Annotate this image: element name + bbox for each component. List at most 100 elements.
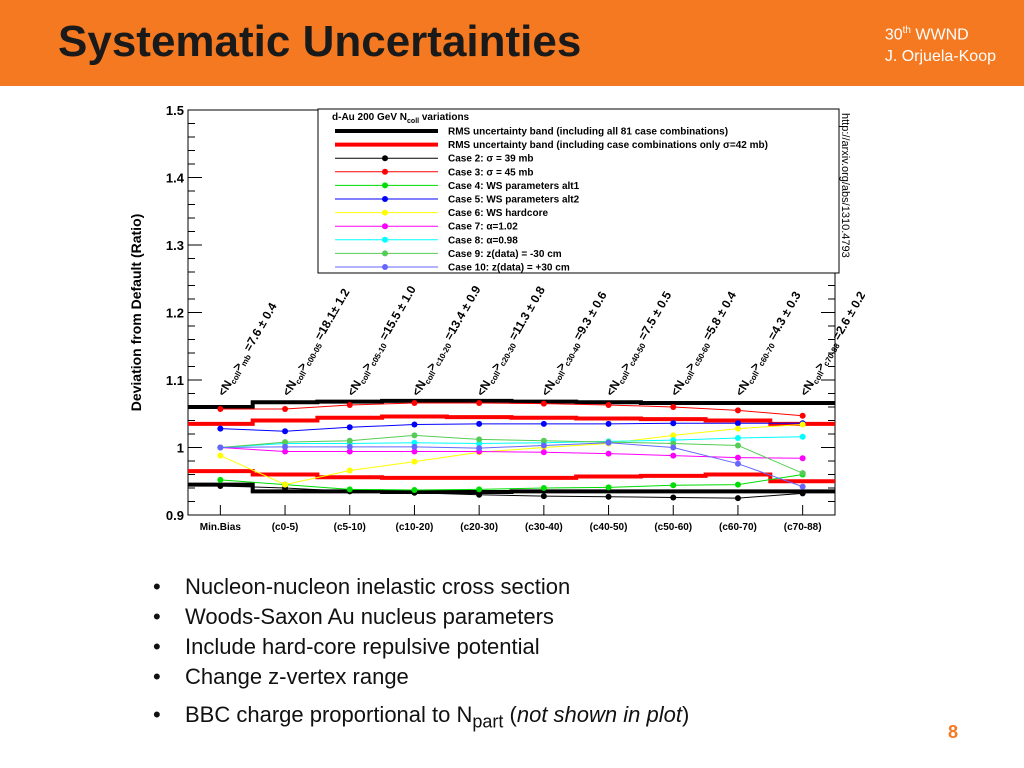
legend: d-Au 200 GeV Ncoll variations RMS uncerta… bbox=[317, 108, 840, 274]
data-point bbox=[734, 495, 741, 502]
legend-marker bbox=[382, 168, 388, 175]
data-point bbox=[217, 482, 224, 489]
systematics-chart: 0.9 1 1.1 1.2 1.3 1.4 1.5 Deviation from Defaul… bbox=[128, 105, 865, 533]
title-bar bbox=[0, 0, 1024, 86]
legend-header-part: d-Au 200 GeV N bbox=[332, 112, 407, 123]
legend-marker bbox=[382, 236, 388, 243]
data-point bbox=[734, 442, 741, 449]
y-tick-label: 1.3 bbox=[166, 238, 184, 253]
bullet-marker: • bbox=[153, 574, 161, 599]
bullet-marker: • bbox=[153, 604, 161, 629]
legend-marker bbox=[382, 196, 388, 202]
data-point bbox=[411, 448, 418, 455]
bullet-subscript: part bbox=[472, 711, 504, 732]
conference-name: WWND bbox=[910, 26, 969, 44]
bullet-item: • Include hard-core repulsive potential bbox=[153, 632, 689, 662]
data-point bbox=[282, 406, 289, 413]
data-point bbox=[670, 420, 677, 427]
author-name: J. Orjuela-Koop bbox=[884, 48, 996, 66]
data-point bbox=[282, 428, 289, 435]
data-point bbox=[217, 406, 224, 413]
data-point bbox=[411, 487, 418, 494]
annotation-part: <N bbox=[668, 378, 688, 399]
data-point bbox=[670, 482, 677, 489]
data-point bbox=[734, 460, 741, 467]
data-point bbox=[670, 404, 677, 410]
data-point bbox=[540, 437, 547, 444]
x-category-label: (c0-5) bbox=[272, 522, 299, 533]
bullet-marker: • bbox=[153, 634, 161, 659]
data-point bbox=[217, 452, 224, 459]
bullet-item: • BBC charge proportional to Npart (not s… bbox=[153, 700, 689, 732]
annotation-part: <N bbox=[280, 378, 300, 399]
data-point bbox=[217, 444, 224, 451]
legend-entry-label: Case 10: z(data) = +30 cm bbox=[448, 263, 570, 274]
data-point bbox=[540, 485, 547, 491]
bullet-list: • Nucleon-nucleon inelastic cross section… bbox=[153, 572, 689, 732]
series-line bbox=[220, 485, 803, 499]
y-tick-label: 1.2 bbox=[166, 306, 184, 321]
data-point bbox=[476, 399, 483, 406]
annotation-part: <N bbox=[732, 378, 752, 399]
series-line bbox=[220, 442, 803, 488]
annotation-part: <N bbox=[409, 378, 429, 399]
data-point bbox=[282, 481, 289, 488]
series-line bbox=[220, 447, 803, 459]
data-point bbox=[799, 433, 806, 440]
data-point bbox=[282, 443, 289, 450]
series-line bbox=[220, 422, 803, 432]
annotation-part: <N bbox=[603, 378, 623, 399]
data-point bbox=[282, 448, 289, 455]
bullet-text-prefix: BBC charge proportional to N bbox=[185, 702, 473, 727]
page-number: 8 bbox=[948, 722, 959, 742]
data-point bbox=[540, 420, 547, 427]
x-category-label: (c60-70) bbox=[719, 522, 757, 533]
legend-entry-label: RMS uncertainty band (including case com… bbox=[448, 140, 768, 151]
legend-entry-label: Case 4: WS parameters alt1 bbox=[448, 181, 580, 192]
data-point bbox=[799, 421, 806, 428]
data-point bbox=[605, 439, 612, 446]
data-point bbox=[605, 420, 612, 427]
x-category-label: (c40-50) bbox=[590, 522, 628, 533]
legend-marker bbox=[382, 182, 388, 189]
series-line bbox=[220, 434, 803, 474]
legend-marker bbox=[382, 223, 388, 230]
bullet-marker: • bbox=[153, 702, 161, 727]
legend-marker bbox=[382, 209, 388, 216]
data-point bbox=[734, 454, 741, 461]
data-point bbox=[540, 442, 547, 449]
x-category-label: Min.Bias bbox=[200, 522, 242, 533]
uncertainty-band bbox=[188, 469, 835, 484]
series-line bbox=[220, 402, 803, 417]
uncertainty-band bbox=[188, 414, 835, 426]
data-point bbox=[411, 458, 418, 465]
legend-marker bbox=[382, 155, 388, 162]
data-point bbox=[217, 476, 224, 483]
data-point bbox=[734, 420, 741, 427]
arxiv-reference: http://arxiv.org/abs/1310.4793 bbox=[839, 113, 851, 258]
y-tick-label: 1.4 bbox=[166, 171, 185, 186]
bullet-marker: • bbox=[153, 664, 161, 689]
annotation-part: <N bbox=[797, 378, 817, 399]
x-category-label: (c30-40) bbox=[525, 522, 563, 533]
bullet-text: Woods-Saxon Au nucleus parameters bbox=[185, 604, 554, 629]
series-line bbox=[220, 424, 803, 486]
data-point bbox=[346, 443, 353, 450]
y-axis-label: Deviation from Default (Ratio) bbox=[128, 214, 144, 412]
data-point bbox=[346, 467, 353, 474]
data-point bbox=[411, 399, 418, 406]
x-category-label: (c5-10) bbox=[334, 522, 366, 533]
data-point bbox=[217, 425, 224, 432]
legend-entry-label: Case 5: WS parameters alt2 bbox=[448, 195, 580, 206]
bullet-item: • Nucleon-nucleon inelastic cross section bbox=[153, 572, 689, 602]
bullet-item: • Change z-vertex range bbox=[153, 662, 689, 692]
data-point bbox=[346, 486, 353, 493]
data-point bbox=[540, 400, 547, 407]
data-point bbox=[670, 452, 677, 459]
slide-title: Systematic Uncertainties bbox=[58, 17, 582, 66]
annotation-part: <N bbox=[215, 378, 235, 399]
data-point bbox=[605, 493, 612, 500]
data-point bbox=[734, 435, 741, 442]
legend-entry-label: RMS uncertainty band (including all 81 c… bbox=[448, 127, 728, 138]
data-point bbox=[476, 486, 483, 493]
